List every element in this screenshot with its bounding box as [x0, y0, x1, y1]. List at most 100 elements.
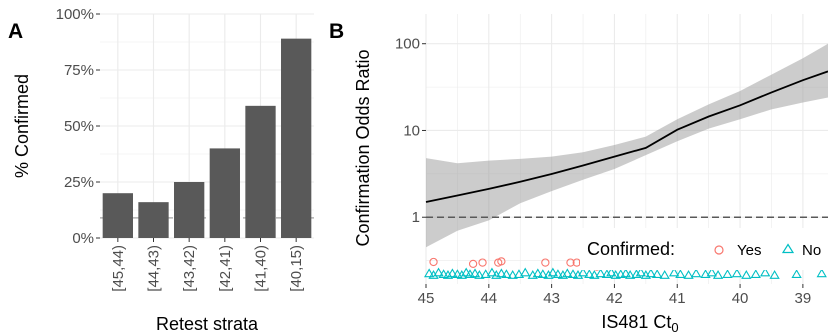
panel-b-x-ticks: 45 44 43 42 41 40 39 — [418, 284, 812, 307]
panel-a-x-tick-label: [45,44) — [110, 245, 127, 292]
panel-b-point-no — [572, 270, 584, 279]
panel-b-point-no — [690, 268, 702, 278]
panel-a-bars — [102, 38, 312, 238]
panel-b-point-no — [722, 269, 733, 279]
panel-b-points — [423, 257, 827, 279]
panel-b-point-no — [532, 268, 543, 278]
panel-b-point-yes — [566, 258, 575, 267]
panel-b-x-tick-label: 40 — [732, 290, 749, 307]
panel-a-bar — [209, 148, 240, 238]
panel-b-point-no — [816, 268, 827, 278]
panel-a-x-axis-title: Retest strata — [156, 314, 259, 334]
panel-b-point-no — [595, 268, 606, 278]
panel-a-bar — [245, 105, 276, 238]
panel-a-bar — [102, 193, 133, 238]
panel-b-point-no — [750, 269, 761, 279]
panel-b-point-no — [606, 267, 617, 277]
panel-a-x-tick-label: [40,15) — [288, 245, 305, 292]
panel-a-letter: A — [8, 20, 23, 43]
panel-a-y-tick-label: 0% — [72, 230, 94, 247]
panel-b-point-no — [438, 269, 449, 279]
panel-b-point-no — [543, 270, 554, 279]
panel-b-x-tick-label: 42 — [606, 290, 623, 307]
panel-a-bar — [281, 38, 312, 238]
panel-b-fit-line — [425, 70, 828, 203]
panel-b-x-tick-label: 43 — [543, 290, 560, 307]
panel-a-x-tick-label: [44,43) — [146, 245, 163, 292]
legend-circle-icon — [714, 245, 724, 255]
panel-b-point-no — [428, 270, 439, 279]
panel-b-point-no — [645, 268, 657, 278]
panel-b-point-no — [562, 268, 573, 278]
panel-b-point-no — [547, 267, 559, 277]
panel-b-point-no — [683, 270, 694, 279]
legend-label-yes: Yes — [737, 242, 761, 259]
panel-b-point-no — [474, 270, 485, 279]
panel-b-point-no — [537, 269, 548, 279]
legend-triangle-icon — [781, 243, 795, 254]
panel-b-point-yes — [478, 258, 487, 267]
panel-b-x-axis-title-main: IS481 Ct — [601, 312, 671, 332]
panel-b-point-no — [496, 268, 507, 278]
panel-b-point-no — [557, 270, 569, 279]
panel-b-x-tick-label: 41 — [669, 290, 686, 307]
panel-b-point-no — [675, 269, 686, 279]
panel-b-confidence-band — [426, 43, 828, 248]
panel-b-x-axis-title: IS481 Ct0 — [601, 312, 678, 334]
panel-b-point-no — [760, 267, 771, 277]
panel-b-point-no — [651, 269, 663, 279]
panel-a-y-tick-label: 100% — [56, 6, 94, 23]
panel-b-x-axis-title-subscript: 0 — [671, 320, 678, 334]
panel-b-point-no — [700, 269, 711, 279]
panel-b-x-tick-label: 45 — [418, 290, 435, 307]
panel-b-x-tick-label: 39 — [795, 290, 812, 307]
legend-background — [580, 228, 828, 270]
panel-a-y-tick-label: 50% — [64, 118, 94, 135]
panel-b-point-no — [668, 267, 680, 277]
panel-b-point-no — [624, 270, 636, 279]
panel-b-point-no — [433, 267, 444, 277]
panel-b-point-no — [631, 269, 642, 279]
panel-b-point-no — [635, 267, 646, 277]
panel-b-point-no — [601, 269, 613, 279]
panel-b-point-no — [577, 267, 589, 277]
panel-b-point-no — [552, 269, 564, 279]
panel-b-point-no — [486, 267, 498, 277]
panel-a-y-tick-label: 75% — [64, 62, 94, 79]
panel-b-point-no — [769, 270, 780, 279]
panel-b-point-yes — [468, 259, 478, 269]
panel-b-point-no — [731, 268, 743, 278]
panel-a-x-ticks: [45,44) [44,43) [43,42) [42,41) [41,40) [40,1… — [110, 238, 305, 292]
panel-b-y-tick-label: 10 — [403, 122, 420, 139]
panel-a-y-axis-title: % Confirmed — [12, 74, 32, 178]
panel-b-point-no — [513, 269, 525, 279]
panel-b-point-no — [620, 268, 631, 278]
panel-b-y-tick-label: 1 — [412, 209, 420, 226]
panel-b-point-no — [452, 269, 463, 279]
panel-b-point-no — [659, 270, 670, 279]
panel-b-point-no — [507, 270, 518, 279]
panel-b-point-no — [456, 270, 467, 279]
panel-b-x-tick-label: 44 — [480, 290, 497, 307]
panel-b-point-no — [480, 269, 491, 279]
legend-label-no: No — [802, 242, 821, 259]
panel-b-point-no — [791, 269, 802, 279]
panel-b-point-no — [584, 269, 595, 279]
panel-b-point-no — [469, 268, 481, 278]
panel-a-y-tick-label: 25% — [64, 174, 94, 191]
panel-b-point-no — [442, 270, 454, 279]
panel-a-x-tick-label: [43,42) — [181, 245, 198, 292]
legend-title: Confirmed: — [587, 239, 675, 259]
panel-b-point-no — [712, 270, 724, 279]
legend: Confirmed: Yes No — [587, 239, 821, 259]
panel-b-point-no — [520, 267, 531, 277]
panel-b-point-no — [589, 270, 600, 279]
panel-b-point-yes — [429, 257, 438, 267]
panel-b-point-no — [447, 268, 458, 278]
panel-b-point-no — [501, 269, 512, 279]
panel-b: B Confirmed: Yes No 1 10 100 45 44 43 42 41 40 3… — [329, 14, 828, 334]
panel-a-bar — [138, 202, 169, 238]
panel-b-y-tick-label: 100 — [395, 36, 420, 53]
panel-a-bar — [174, 182, 205, 238]
